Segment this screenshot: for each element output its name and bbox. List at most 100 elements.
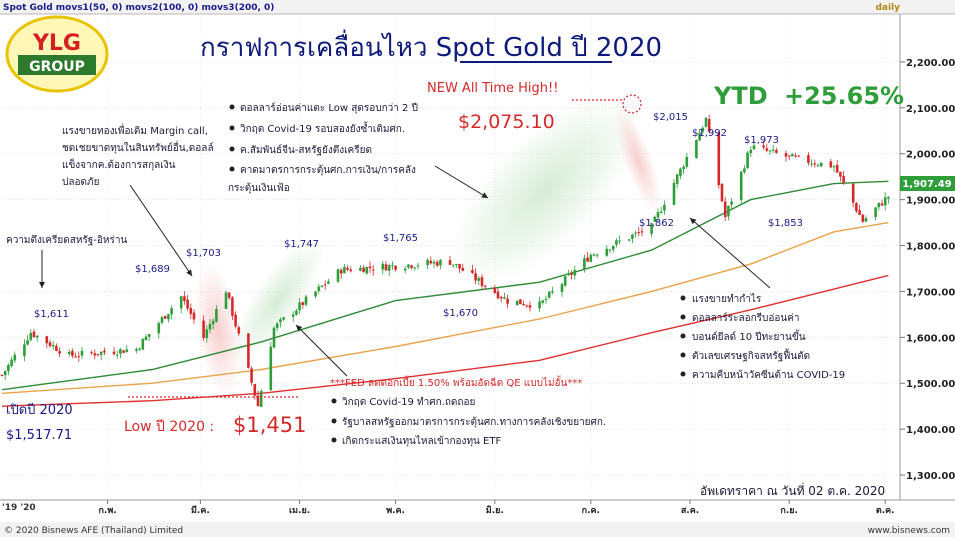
candle-body — [295, 310, 298, 315]
candle-body — [611, 245, 615, 250]
candle-body — [7, 364, 10, 372]
candle-body — [563, 276, 567, 286]
open-label: เปิดปี 2020 — [6, 402, 73, 418]
rebound-zone — [230, 237, 326, 363]
x-tick-label: มี.ค. — [191, 505, 210, 516]
candle-body — [707, 119, 711, 132]
x-tick-label: ก.พ. — [98, 506, 116, 516]
rally-zone — [448, 93, 642, 287]
correction-zone — [615, 108, 661, 212]
candle-body — [275, 323, 279, 328]
fed-bullet-4: เกิดกระแสเงินทุนไหลเข้ากองทุน ETF — [342, 435, 501, 447]
candle-body — [157, 323, 161, 334]
top-bullet-4: คาดมาตรการกระตุ้นศก.การเงิน/การคลัง — [240, 164, 416, 176]
candle-body — [192, 312, 196, 320]
x-tick-label: ส.ค. — [681, 506, 699, 516]
candle-body — [483, 285, 487, 287]
x-tick-label: มิ.ย. — [486, 505, 504, 516]
candle-body — [659, 211, 663, 213]
candle-body — [51, 345, 55, 347]
candle-body — [583, 258, 586, 270]
candle-body — [762, 145, 765, 148]
period-label: daily — [875, 3, 900, 13]
candle-body — [77, 356, 81, 358]
candle-body — [93, 353, 97, 356]
candle-body — [141, 338, 145, 350]
chart-title: กราฟการเคลื่อนไหว Spot Gold ปี 2020 — [200, 29, 662, 63]
y-tick-labels: 2,200.00 2,100.00 2,000.00 1,900.00 1,800.00… — [900, 58, 955, 482]
candle-body — [451, 264, 455, 266]
candle-body — [291, 314, 295, 317]
logo-line1: YLG — [32, 31, 81, 56]
candle-body — [368, 266, 372, 269]
ath-title: NEW All Time High!! — [427, 81, 558, 96]
candle-body — [256, 395, 260, 407]
candle-body — [74, 356, 77, 358]
candle-body — [810, 163, 813, 165]
candle-body — [215, 309, 218, 322]
candle-body — [144, 336, 148, 341]
candle-body — [589, 254, 593, 262]
right-bullet-2: ดอลลาร์ระลอกรีบอ่อนค่า — [692, 312, 800, 324]
candle-body — [608, 249, 612, 251]
candle-body — [237, 327, 241, 334]
logo-line2: GROUP — [29, 59, 85, 75]
candle-body — [768, 150, 772, 152]
candle-body — [855, 203, 858, 212]
fed-bullet-2: วิกฤต Covid-19 ทำศก.ถดถอย — [342, 397, 476, 408]
price-label-1853: $1,853 — [768, 218, 803, 229]
candle-body — [384, 264, 388, 271]
footer-bar — [0, 522, 955, 537]
candle-body — [362, 267, 365, 273]
ath-circle — [622, 94, 642, 114]
candle-body — [3, 370, 7, 376]
candle-body — [327, 281, 330, 284]
candle-body — [416, 265, 420, 267]
right-bullet-1: แรงขายทำกำไร — [692, 293, 762, 305]
candle-body — [883, 197, 887, 206]
candle-body — [874, 207, 877, 218]
price-label-1689: $1,689 — [135, 264, 170, 275]
right-bullets: แรงขายทำกำไร ดอลลาร์ระลอกรีบอ่อนค่า บอนด… — [680, 293, 845, 381]
candle-body — [317, 286, 321, 291]
ylg-logo: YLG GROUP — [5, 15, 109, 93]
candle-body — [48, 342, 52, 347]
candle-body — [752, 145, 756, 150]
top-bullet-2: วิกฤต Covid-19 รอบสองยังซ้ำเติมศก. — [240, 121, 405, 135]
indicator-text: Spot Gold movs1(50, 0) movs2(100, 0) mov… — [3, 3, 274, 13]
candle-body — [720, 183, 724, 202]
candle-body — [304, 296, 308, 305]
candle-body — [829, 161, 833, 168]
candle-body — [586, 257, 589, 262]
candle-body — [55, 345, 58, 351]
candle-body — [618, 240, 621, 242]
candle-body — [458, 263, 461, 269]
candle-body — [227, 292, 231, 298]
margin-line-4: ปลอดภัย — [62, 177, 99, 188]
ytd-value: +25.65% — [784, 82, 904, 110]
candle-body — [403, 268, 407, 271]
candle-body — [71, 351, 74, 356]
tension-note: ความตึงเครียดสหรัฐ-อิหร่าน — [6, 234, 127, 246]
x-tick-label: ก.ย. — [780, 506, 798, 516]
candle-body — [301, 302, 305, 306]
candle-body — [67, 351, 71, 355]
candle-body — [119, 349, 122, 354]
margin-line-3: แข็งจากค.ต้องการสกุลเงิน — [62, 157, 176, 171]
copyright: © 2020 Bisnews AFE (Thailand) Limited — [4, 526, 183, 536]
candle-body — [672, 182, 676, 205]
candle-body — [573, 269, 577, 276]
candle-body — [250, 368, 253, 383]
x-tick-label: ต.ค. — [876, 506, 895, 516]
y-tick-label: 1,400.00 — [906, 425, 955, 436]
top-bar — [0, 0, 955, 14]
candle-body — [839, 171, 842, 177]
candle-body — [595, 254, 599, 256]
price-label-1747: $1,747 — [284, 239, 319, 250]
candle-body — [439, 260, 442, 266]
candle-body — [784, 153, 788, 157]
candle-body — [186, 299, 189, 309]
candle-body — [231, 297, 234, 316]
candle-body — [541, 300, 545, 303]
